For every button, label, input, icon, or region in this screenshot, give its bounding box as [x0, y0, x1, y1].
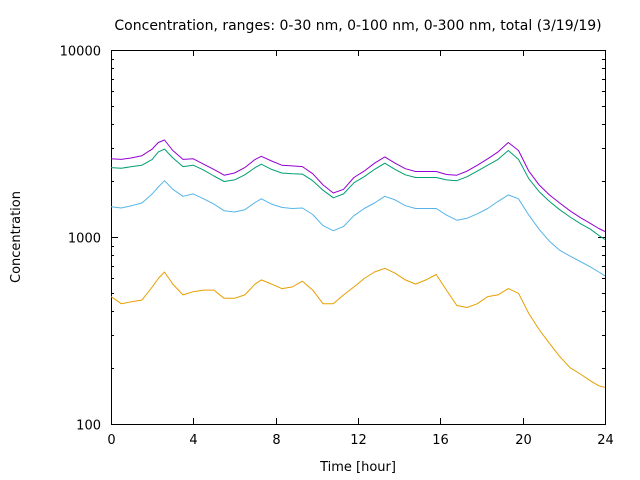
series-line-4 — [110, 139, 606, 232]
series-line-1 — [110, 267, 606, 388]
x-tick-label: 12 — [350, 433, 367, 448]
x-tick-label: 20 — [515, 433, 532, 448]
y-tick-label: 100 — [76, 419, 101, 434]
x-tick-label: 4 — [189, 433, 197, 448]
x-axis-label: Time [hour] — [319, 460, 396, 475]
x-tick-label: 8 — [272, 433, 280, 448]
x-tick-label: 24 — [597, 433, 614, 448]
series-layer — [110, 139, 606, 388]
plot-frame — [111, 50, 606, 425]
series-line-2 — [110, 180, 606, 277]
y-tick-label: 1000 — [68, 232, 101, 247]
series-line-3 — [110, 148, 606, 240]
tick-labels: 0 4 8 12 16 20 24 100 1000 10000 — [60, 45, 614, 449]
chart-title: Concentration, ranges: 0-30 nm, 0-100 nm… — [114, 18, 601, 34]
y-axis-label: Concentration — [9, 191, 24, 283]
x-tick-label: 0 — [107, 433, 115, 448]
x-tick-label: 16 — [432, 433, 449, 448]
axis-ticks — [111, 50, 606, 425]
y-tick-label: 10000 — [60, 45, 101, 60]
